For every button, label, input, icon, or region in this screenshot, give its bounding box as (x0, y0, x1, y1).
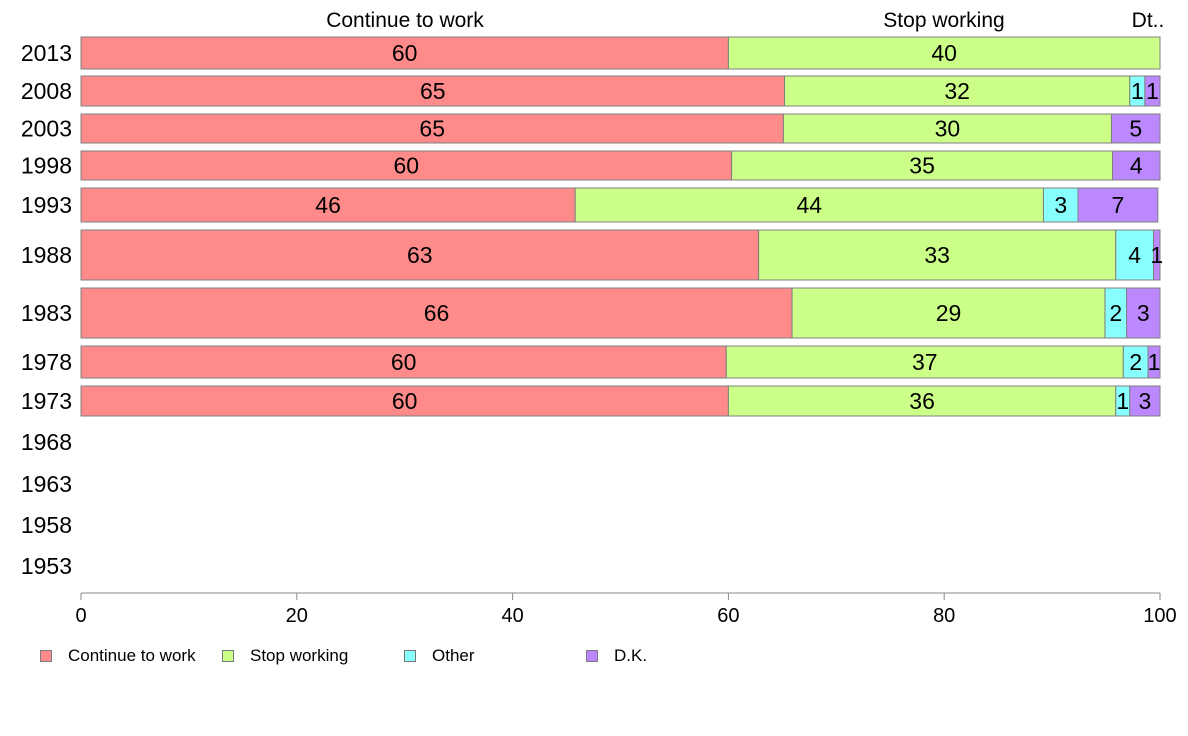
y-tick-label: 1993 (21, 192, 72, 218)
bar-segment (80, 287, 793, 339)
legend-label: D.K. (614, 646, 648, 665)
y-tick-label: 2013 (21, 40, 72, 66)
x-tick-label: 80 (933, 605, 955, 627)
data-label: 63 (407, 242, 433, 268)
bar-segment (725, 345, 1124, 379)
bar-segment (80, 36, 729, 70)
legend-item: Other (404, 646, 475, 666)
legend-swatch (222, 650, 234, 662)
top-label: Continue to work (326, 9, 484, 32)
bar-segment (1042, 187, 1079, 223)
x-tick-label: 0 (75, 605, 86, 627)
x-tick-label: 20 (286, 605, 308, 627)
data-label: 60 (392, 388, 418, 414)
bar-segment (727, 385, 1117, 417)
data-label: 37 (912, 349, 938, 375)
legend-item: D.K. (586, 646, 647, 666)
y-tick-label: 1998 (21, 153, 72, 179)
bar-segment (791, 287, 1106, 339)
y-tick-label: 1978 (21, 349, 72, 375)
bar-segment (80, 150, 733, 181)
data-label: 33 (924, 242, 950, 268)
bar-segment (1144, 75, 1161, 107)
legend-item: Continue to work (40, 646, 196, 666)
data-label: 2 (1129, 349, 1142, 375)
data-label: 44 (797, 192, 823, 218)
data-label: 5 (1129, 116, 1142, 142)
y-tick-label: 1968 (21, 429, 72, 455)
y-tick-label: 1953 (21, 553, 72, 579)
bar-segment (1129, 385, 1161, 417)
x-tick-label: 40 (501, 605, 523, 627)
data-label: 46 (315, 192, 341, 218)
bar-segment (1147, 345, 1161, 379)
data-label: 3 (1138, 388, 1151, 414)
legend: Continue to work Stop working Other D.K. (40, 646, 740, 668)
bar-segment (1115, 229, 1155, 281)
bar-segment (727, 36, 1161, 70)
x-tick-label: 60 (717, 605, 739, 627)
legend-label: Continue to work (68, 646, 196, 665)
bar-segment (80, 385, 729, 417)
legend-label: Stop working (250, 646, 349, 665)
data-label: 30 (935, 116, 961, 142)
bar-segment (574, 187, 1044, 223)
legend-swatch (586, 650, 598, 662)
x-tick-label: 100 (1143, 605, 1176, 627)
legend-item: Stop working (222, 646, 348, 666)
y-tick-label: 1988 (21, 242, 72, 268)
data-label: 1 (1150, 242, 1163, 268)
bar-segment (1153, 229, 1161, 281)
data-label: 1 (1131, 78, 1144, 104)
data-label: 66 (424, 300, 450, 326)
bar-segment (80, 187, 576, 223)
x-axis: 0 20 40 60 80 100 (75, 592, 1177, 627)
data-label: 2 (1109, 300, 1122, 326)
bar-segment (80, 345, 727, 379)
bar-segment (782, 113, 1112, 144)
legend-label: Other (432, 646, 475, 665)
y-tick-label: 1973 (21, 388, 72, 414)
data-label: 3 (1054, 192, 1067, 218)
data-label: 1 (1116, 388, 1129, 414)
bar-segment (80, 75, 786, 107)
data-label: 40 (931, 40, 957, 66)
top-label: Dt.. (1132, 9, 1165, 32)
y-tick-label: 1983 (21, 300, 72, 326)
data-label: 7 (1112, 192, 1125, 218)
y-axis-labels: 2013 2008 2003 1998 1993 1988 1983 1978 1973 1968… (21, 40, 72, 579)
data-label: 1 (1148, 349, 1161, 375)
data-label: 4 (1130, 153, 1143, 179)
bar-segment (80, 113, 784, 144)
top-label: Stop working (883, 9, 1004, 32)
data-label: 60 (394, 153, 420, 179)
bar-segment (731, 150, 1114, 181)
data-label: 1 (1146, 78, 1159, 104)
data-label: 60 (391, 349, 417, 375)
data-label: 35 (909, 153, 935, 179)
legend-swatch (40, 650, 52, 662)
legend-swatch (404, 650, 416, 662)
bar-segment (1112, 150, 1161, 181)
y-tick-label: 1963 (21, 471, 72, 497)
y-tick-label: 2008 (21, 78, 72, 104)
bar-segment (1110, 113, 1161, 144)
data-label: 36 (909, 388, 935, 414)
top-labels: Continue to work Stop working Dt.. (326, 9, 1164, 32)
data-label: 29 (936, 300, 962, 326)
data-label: 60 (392, 40, 418, 66)
bar-segment (1077, 187, 1159, 223)
data-label: 4 (1128, 242, 1141, 268)
data-label: 3 (1137, 300, 1150, 326)
y-tick-label: 2003 (21, 116, 72, 142)
data-label: 32 (944, 78, 970, 104)
bar-segment (1126, 287, 1161, 339)
data-label: 65 (419, 116, 445, 142)
data-label: 65 (420, 78, 446, 104)
y-tick-label: 1958 (21, 512, 72, 538)
